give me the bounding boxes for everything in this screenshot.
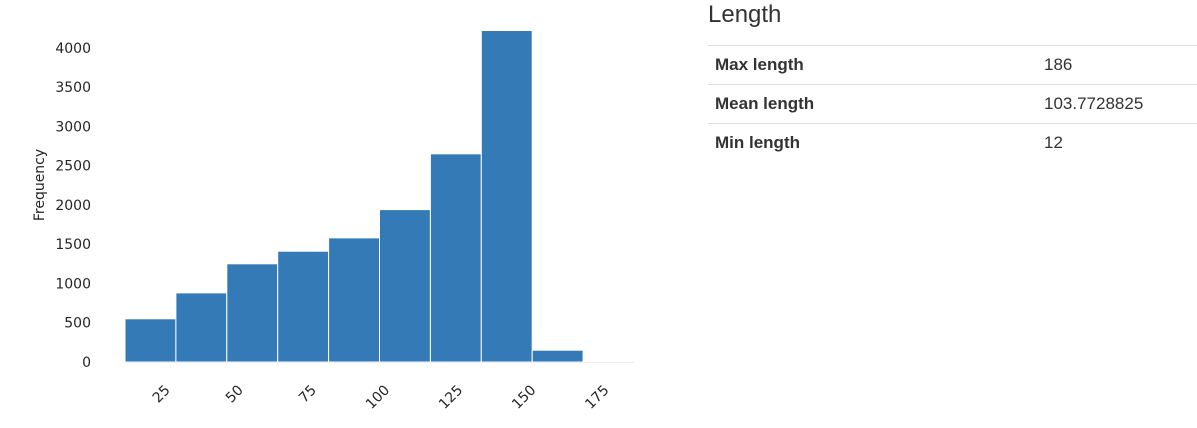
histogram-bar — [124, 318, 177, 363]
stat-label: Mean length — [708, 84, 1037, 124]
length-stats-panel: Length Max length 186 Mean length 103.77… — [708, 0, 1197, 162]
stat-value: 103.7728825 — [1037, 84, 1197, 124]
x-tick-label: 25 — [150, 382, 174, 406]
x-tick-label: 75 — [296, 382, 320, 406]
y-tick-label: 3500 — [55, 80, 91, 96]
histogram-bars — [124, 29, 635, 363]
histogram-plot: 0 500 1000 1500 2000 2500 3000 3500 4000 25 50 75 1… — [32, 29, 635, 413]
length-histogram: 0 500 1000 1500 2000 2500 3000 3500 4000 25 50 75 1… — [32, 29, 635, 413]
stat-value: 186 — [1037, 46, 1197, 85]
stat-label: Min length — [715, 133, 800, 152]
histogram-bar — [429, 153, 482, 363]
y-tick-label: 1000 — [55, 276, 91, 292]
stats-table: Max length 186 Mean length 103.7728825 M… — [708, 46, 1197, 162]
histogram-bar — [480, 29, 533, 363]
histogram-bar — [582, 360, 635, 363]
histogram-bar — [328, 237, 381, 363]
y-tick-label: 4000 — [55, 41, 91, 57]
stat-label: Max length — [708, 46, 1037, 85]
stats-row-min-length: Min length 12 — [708, 124, 1197, 163]
y-tick-label: 1500 — [55, 237, 91, 253]
y-tick-label: 500 — [64, 316, 91, 332]
x-axis-ticks: 25 50 75 100 125 150 175 — [150, 382, 613, 412]
x-tick-label: 150 — [509, 382, 539, 412]
y-axis-ticks: 0 500 1000 1500 2000 2500 3000 3500 4000 — [55, 41, 91, 371]
histogram-bar — [379, 209, 431, 363]
stats-title: Length — [708, 0, 1197, 46]
x-tick-label: 100 — [363, 382, 393, 412]
x-tick-label: 50 — [223, 382, 247, 406]
y-tick-label: 2500 — [55, 159, 91, 175]
stats-row-mean-length: Mean length 103.7728825 — [708, 84, 1197, 124]
histogram-bar — [277, 250, 330, 363]
y-tick-label: 0 — [82, 355, 91, 371]
y-axis-label: Frequency — [32, 149, 48, 221]
x-tick-label: 175 — [582, 382, 612, 412]
histogram-bar — [226, 263, 279, 363]
y-tick-label: 2000 — [55, 198, 91, 214]
histogram-bar — [175, 292, 228, 363]
stat-value: 12 — [1044, 133, 1063, 152]
histogram-bar — [531, 349, 584, 363]
stats-row-max-length: Max length 186 — [708, 46, 1197, 85]
y-tick-label: 3000 — [55, 119, 91, 135]
x-tick-label: 125 — [436, 382, 466, 412]
